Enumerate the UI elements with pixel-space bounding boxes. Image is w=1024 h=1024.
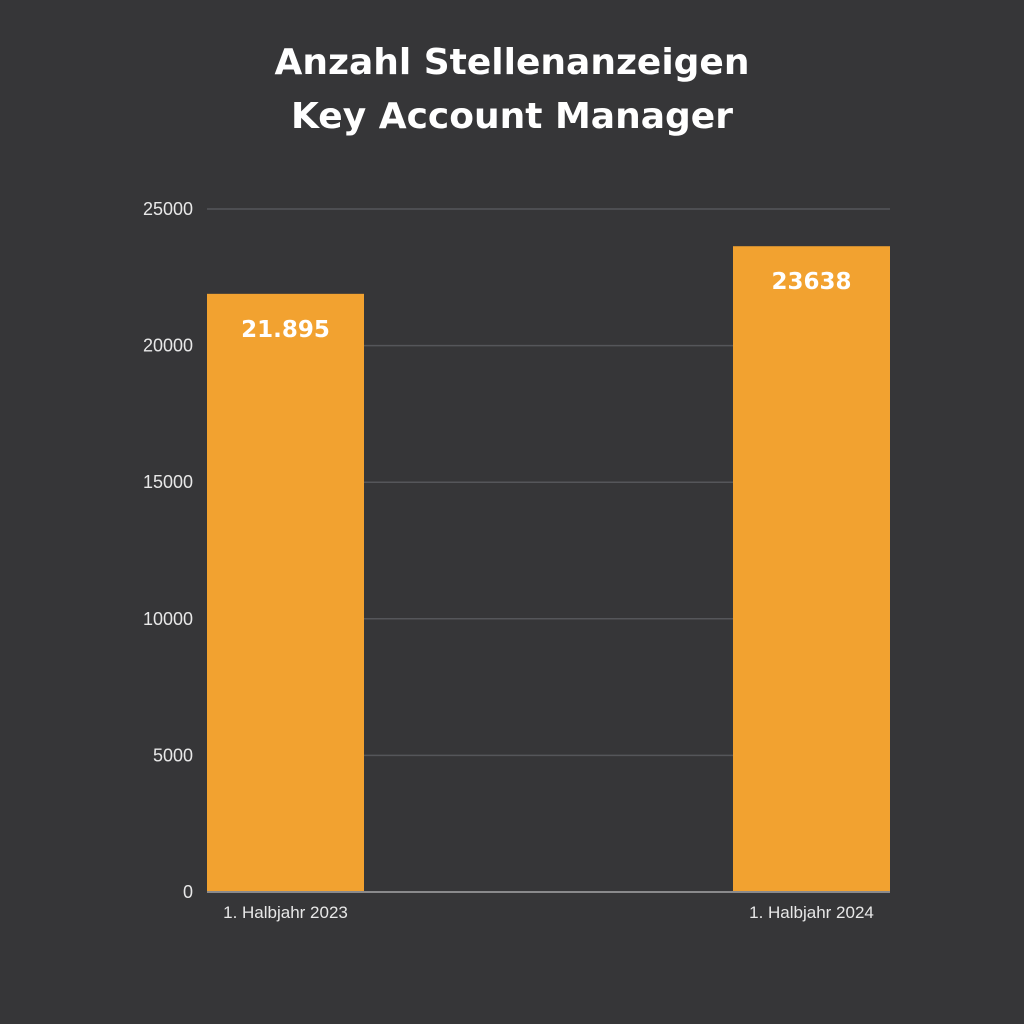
- bar: [733, 246, 890, 892]
- y-tick-label: 0: [183, 882, 193, 902]
- x-category-label: 1. Halbjahr 2023: [223, 903, 348, 922]
- bar: [207, 293, 364, 892]
- y-tick-label: 20000: [143, 336, 193, 356]
- chart-title-line-1: Anzahl Stellenanzeigen: [274, 42, 750, 83]
- x-category-label: 1. Halbjahr 2024: [749, 903, 874, 922]
- y-tick-label: 5000: [153, 745, 193, 765]
- bar-data-label: 21.895: [241, 317, 330, 343]
- y-tick-label: 10000: [143, 609, 193, 629]
- bar-data-label: 23638: [771, 269, 851, 295]
- y-tick-label: 15000: [143, 472, 193, 492]
- y-tick-label: 25000: [143, 199, 193, 219]
- chart-title-line-2: Key Account Manager: [291, 96, 733, 137]
